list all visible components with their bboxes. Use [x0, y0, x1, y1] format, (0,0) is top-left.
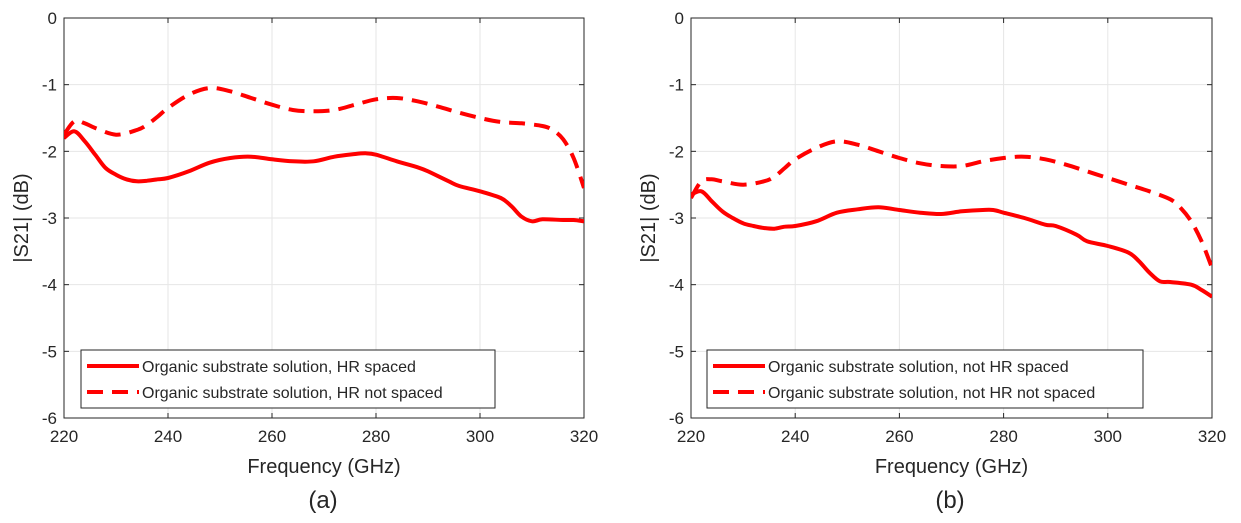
legend-box [706, 349, 1144, 409]
y-axis-label: |S21| (dB) [11, 173, 33, 262]
x-tick-label: 300 [1094, 427, 1122, 446]
x-tick-label: 300 [466, 427, 494, 446]
x-tick-label: 240 [154, 427, 182, 446]
x-tick-label: 220 [50, 427, 78, 446]
y-tick-label: -1 [42, 76, 57, 95]
legend-label: Organic substrate solution, not HR not s… [768, 385, 1095, 402]
panel-label-a: (a) [308, 487, 337, 514]
series-line-solid [691, 189, 1212, 299]
legend-label: Organic substrate solution, HR not space… [142, 385, 443, 402]
y-tick-label: -4 [42, 276, 57, 295]
series-line-dashed [691, 139, 1212, 269]
x-tick-label: 280 [989, 427, 1017, 446]
y-tick-label: -4 [669, 276, 684, 295]
x-tick-label: 260 [258, 427, 286, 446]
y-tick-label: -2 [42, 142, 57, 161]
y-tick-label: -5 [42, 342, 57, 361]
legend-label: Organic substrate solution, not HR space… [768, 359, 1069, 376]
y-tick-label: -3 [42, 209, 57, 228]
y-tick-label: -6 [42, 409, 57, 428]
y-tick-label: -1 [669, 76, 684, 95]
x-tick-label: 280 [362, 427, 390, 446]
y-tick-label: -6 [669, 409, 684, 428]
legend-box [80, 349, 496, 409]
x-axis-label: Frequency (GHz) [875, 456, 1028, 478]
x-axis-label: Frequency (GHz) [247, 456, 400, 478]
panel-label-b: (b) [935, 487, 964, 514]
series-line-dashed [64, 85, 584, 189]
y-tick-label: -3 [669, 209, 684, 228]
y-tick-label: 0 [48, 9, 57, 28]
y-tick-label: -2 [669, 142, 684, 161]
legend-label: Organic substrate solution, HR spaced [142, 359, 416, 376]
chart-panel-b: (b) 220 240 260 280 300 320 0 -1 -2 -3 -4 -5 -6 Frequ… [638, 9, 1226, 514]
legend: Organic substrate solution, not HR space… [706, 349, 1144, 409]
y-axis-label: |S21| (dB) [638, 173, 660, 262]
y-tick-label: 0 [675, 9, 684, 28]
y-tick-label: -5 [669, 342, 684, 361]
x-tick-label: 260 [885, 427, 913, 446]
x-tick-label: 320 [1198, 427, 1226, 446]
x-tick-label: 220 [677, 427, 705, 446]
chart-panel-a: (a) 220 240 260 280 300 320 0 -1 -2 -3 -4 -5 -6 Frequ… [11, 9, 598, 514]
series-line-solid [64, 129, 584, 224]
x-tick-label: 240 [781, 427, 809, 446]
x-tick-label: 320 [570, 427, 598, 446]
legend: Organic substrate solution, HR spaced Org… [80, 349, 496, 409]
